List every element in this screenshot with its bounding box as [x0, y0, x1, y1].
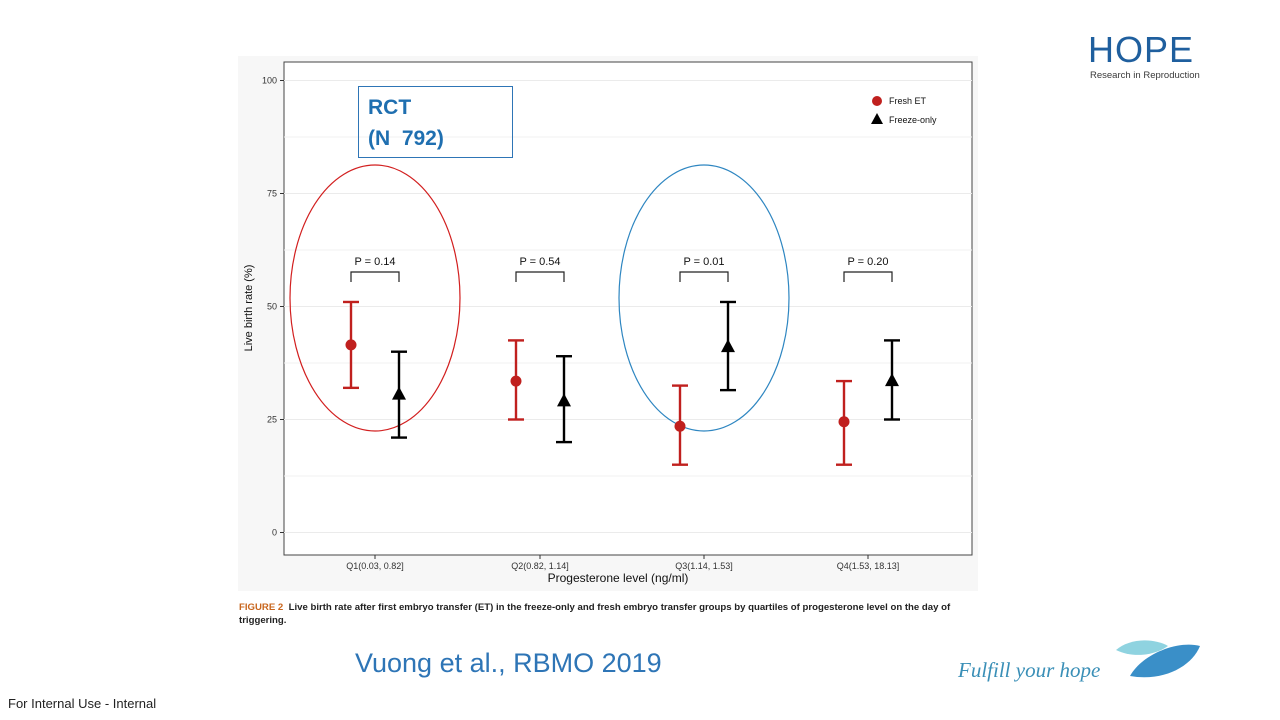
highlight-ellipse	[289, 164, 461, 432]
fresh-et-point	[674, 420, 686, 432]
figure-caption-text: Live birth rate after first embryo trans…	[239, 602, 951, 626]
logo-tagline: Research in Reproduction	[1090, 70, 1200, 81]
fresh-et-point	[510, 375, 522, 387]
legend: Fresh ET Freeze-only	[871, 96, 937, 125]
figure-caption: FIGURE 2 Live birth rate after first emb…	[239, 601, 979, 627]
p-value-bracket	[679, 271, 729, 282]
footer-classification: For Internal Use - Internal	[8, 696, 157, 711]
slogan: Fulfill your hope	[958, 658, 1101, 682]
x-tick-label: Q3(1.14, 1.53]	[675, 561, 733, 571]
freeze-only-point	[557, 393, 571, 407]
freeze-only-point	[721, 339, 735, 353]
legend-label: Freeze-only	[889, 115, 937, 125]
figure-label: FIGURE 2	[239, 602, 284, 613]
legend-marker-freeze-only	[871, 113, 883, 124]
plot-panel	[283, 61, 973, 556]
legend-label: Fresh ET	[889, 96, 927, 106]
p-value-label: P = 0.54	[519, 256, 560, 268]
p-value-label: P = 0.20	[847, 256, 888, 268]
fresh-et-point	[345, 339, 357, 351]
rct-sample-size: (N 792)	[368, 127, 444, 150]
p-value-brackets: P = 0.14 P = 0.54 P = 0.01 P = 0.20	[350, 256, 893, 282]
y-tick-label: 50	[267, 302, 277, 312]
legend-marker-fresh-et	[872, 96, 882, 106]
y-tick-label: 25	[267, 415, 277, 425]
x-tick-label: Q1(0.03, 0.82]	[346, 561, 404, 571]
logo-word: HOPE	[1088, 29, 1195, 70]
rct-label: RCT	[368, 96, 412, 119]
hope-logo: HOPE Research in Reproduction	[1088, 30, 1203, 84]
y-tick-label: 75	[267, 189, 277, 199]
x-axis: Q1(0.03, 0.82] Q2(0.82, 1.14] Q3(1.14, 1.5…	[346, 555, 899, 571]
freeze-only-point	[885, 373, 899, 387]
p-value-label: P = 0.01	[683, 256, 724, 268]
p-value-bracket	[350, 271, 400, 282]
highlight-ellipses	[289, 164, 790, 432]
y-axis-title: Live birth rate (%)	[243, 265, 255, 352]
p-value-bracket	[843, 271, 893, 282]
series	[343, 300, 900, 466]
freeze-only-point	[392, 386, 406, 400]
y-tick-label: 100	[262, 76, 277, 86]
p-value-label: P = 0.14	[354, 256, 395, 268]
fresh-et-point	[838, 416, 850, 428]
citation: Vuong et al., RBMO 2019	[355, 648, 662, 678]
x-axis-title: Progesterone level (ng/ml)	[548, 571, 689, 585]
highlight-ellipse	[618, 164, 790, 432]
x-tick-label: Q4(1.53, 18.13]	[837, 561, 900, 571]
y-tick-label: 0	[272, 528, 277, 538]
leaf-logo-icon	[1116, 640, 1200, 678]
rct-box: RCT (N 792)	[358, 86, 513, 158]
p-value-bracket	[515, 271, 565, 282]
x-tick-label: Q2(0.82, 1.14]	[511, 561, 569, 571]
y-axis: 0 25 50 75 100	[262, 76, 284, 538]
